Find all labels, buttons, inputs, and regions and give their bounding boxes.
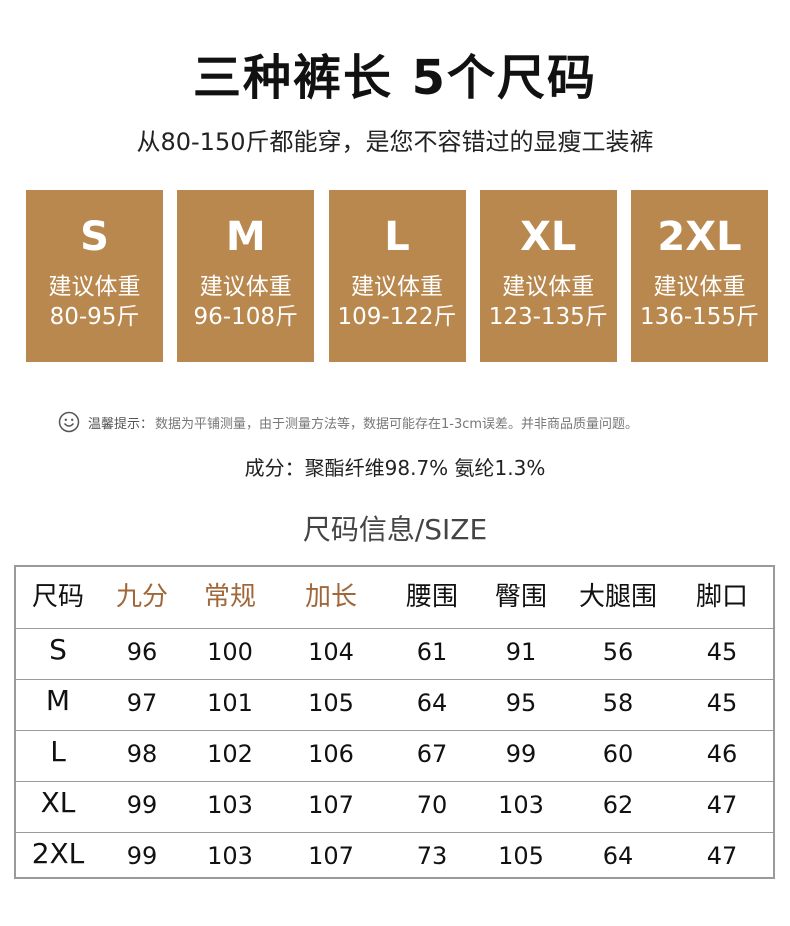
cell-hip: 99: [505, 740, 537, 768]
card-size: M: [225, 214, 266, 260]
card-size: 2XL: [657, 214, 742, 260]
header-size: 尺码: [31, 582, 84, 612]
table-row: S 96 100 104 61 91 56 45: [16, 627, 773, 678]
cell-hem: 46: [706, 740, 738, 768]
cell-long: 106: [308, 740, 354, 768]
size-table: 尺码 九分 常规 加长 腰围 臀围 大腿围 脚口 S 96 100 104 61…: [14, 565, 775, 879]
composition-text: 成分：聚酯纤维98.7% 氨纶1.3%: [244, 456, 546, 480]
cell-thigh: 64: [602, 842, 634, 870]
size-card-2xl: 2XL 建议体重 136-155斤: [631, 190, 768, 362]
card-label: 建议体重: [502, 274, 595, 300]
table-row: L 98 102 106 67 99 60 46: [16, 729, 773, 780]
table-row: 2XL 99 103 107 73 105 64 47: [16, 831, 773, 882]
cell-thigh: 56: [602, 638, 634, 666]
header-waist: 腰围: [405, 582, 458, 612]
cell-waist: 61: [416, 638, 448, 666]
cell-waist: 70: [416, 791, 448, 819]
table-divider: [16, 730, 773, 731]
size-card-l: L 建议体重 109-122斤: [328, 190, 466, 362]
header-long: 加长: [304, 582, 357, 612]
card-label: 建议体重: [351, 274, 443, 300]
cell-thigh: 60: [602, 740, 634, 768]
size-cards: S 建议体重 80-95斤 M 建议体重 96-108斤 L 建议体重 109-…: [26, 190, 768, 362]
cell-cropped: 99: [126, 791, 158, 819]
cell-size: S: [49, 633, 67, 666]
size-card-xl: XL 建议体重 123-135斤: [479, 190, 617, 362]
page-subtitle: 从80-150斤都能穿，是您不容错过的显瘦工装裤: [136, 128, 654, 156]
cell-cropped: 99: [126, 842, 158, 870]
card-size: S: [80, 214, 109, 260]
cell-hem: 45: [706, 638, 738, 666]
cell-hem: 45: [706, 689, 738, 717]
header-hem: 脚口: [695, 582, 748, 612]
cell-size: L: [50, 735, 66, 768]
size-info-heading: 尺码信息/SIZE: [302, 513, 488, 546]
header-cropped: 九分: [115, 582, 168, 612]
cell-long: 105: [308, 689, 354, 717]
cell-thigh: 62: [602, 791, 634, 819]
cell-thigh: 58: [602, 689, 634, 717]
card-label: 建议体重: [199, 274, 292, 300]
cell-cropped: 98: [126, 740, 158, 768]
card-range: 123-135斤: [488, 304, 608, 330]
cell-hip: 103: [498, 791, 544, 819]
cell-waist: 67: [416, 740, 448, 768]
tip-notice: 温馨提示： 数据为平铺测量，由于测量方法等，数据可能存在1-3cm误差。并非商品…: [58, 410, 638, 434]
cell-cropped: 96: [126, 638, 158, 666]
smiley-icon: [58, 411, 80, 433]
header-thigh: 大腿围: [578, 582, 657, 612]
cell-hem: 47: [706, 791, 738, 819]
card-range: 96-108斤: [193, 304, 298, 330]
cell-long: 107: [308, 791, 354, 819]
cell-regular: 103: [207, 842, 253, 870]
card-label: 建议体重: [653, 274, 746, 300]
cell-waist: 64: [416, 689, 448, 717]
card-label: 建议体重: [48, 274, 141, 300]
header-hip: 臀围: [494, 582, 547, 612]
size-card-s: S 建议体重 80-95斤: [26, 190, 163, 362]
page-title: 三种裤长 5个尺码: [192, 50, 598, 106]
cell-hip: 95: [505, 689, 537, 717]
header-regular: 常规: [203, 582, 256, 612]
table-header-row: 尺码 九分 常规 加长 腰围 臀围 大腿围 脚口: [16, 572, 773, 623]
card-range: 109-122斤: [337, 304, 457, 330]
cell-hip: 105: [498, 842, 544, 870]
tip-label: 温馨提示：: [88, 416, 154, 432]
cell-regular: 102: [207, 740, 253, 768]
table-row: M 97 101 105 64 95 58 45: [16, 678, 773, 729]
cell-cropped: 97: [126, 689, 158, 717]
cell-hip: 91: [505, 638, 537, 666]
cell-regular: 100: [207, 638, 253, 666]
cell-size: M: [45, 684, 71, 717]
size-card-m: M 建议体重 96-108斤: [177, 190, 315, 362]
table-divider: [16, 781, 773, 782]
cell-hem: 47: [706, 842, 738, 870]
cell-waist: 73: [416, 842, 448, 870]
card-range: 80-95斤: [49, 304, 140, 330]
cell-size: XL: [40, 786, 76, 819]
card-size: L: [384, 214, 410, 260]
table-divider: [16, 832, 773, 833]
cell-size: 2XL: [31, 837, 85, 870]
cell-regular: 103: [207, 791, 253, 819]
table-divider: [16, 679, 773, 680]
card-range: 136-155斤: [639, 304, 760, 330]
table-row: XL 99 103 107 70 103 62 47: [16, 780, 773, 831]
cell-long: 104: [308, 638, 354, 666]
card-size: XL: [520, 214, 577, 260]
cell-regular: 101: [207, 689, 253, 717]
table-divider: [16, 628, 773, 629]
cell-long: 107: [308, 842, 354, 870]
tip-text: 数据为平铺测量，由于测量方法等，数据可能存在1-3cm误差。并非商品质量问题。: [155, 416, 639, 432]
